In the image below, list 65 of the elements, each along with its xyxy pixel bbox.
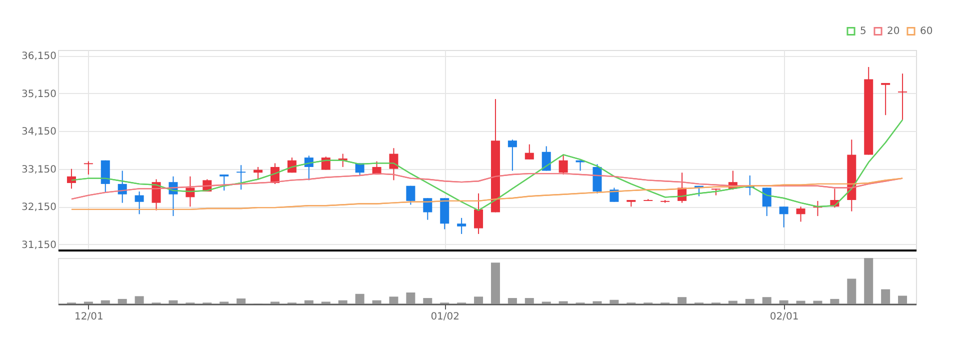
candlestick bbox=[321, 156, 330, 170]
bar bbox=[355, 294, 364, 304]
candlestick bbox=[542, 146, 551, 172]
bar bbox=[881, 289, 890, 304]
x-tick-label: 02/01 bbox=[770, 312, 799, 322]
bar bbox=[745, 298, 754, 304]
candlestick bbox=[84, 160, 93, 176]
candlestick bbox=[779, 206, 788, 228]
candlestick bbox=[236, 164, 246, 190]
bar bbox=[168, 300, 178, 304]
candlestick bbox=[389, 148, 398, 181]
bar bbox=[558, 301, 568, 304]
y-tick-label: 36,150 bbox=[22, 51, 56, 62]
legend-label: 20 bbox=[887, 26, 900, 38]
bar bbox=[338, 300, 348, 304]
bar bbox=[423, 298, 432, 304]
y-tick-label: 32,150 bbox=[22, 202, 56, 214]
candlestick bbox=[610, 187, 619, 202]
bar bbox=[678, 297, 687, 304]
candlestick bbox=[457, 217, 466, 234]
bar bbox=[592, 301, 602, 304]
candlestick bbox=[423, 198, 432, 220]
candlestick bbox=[524, 144, 534, 160]
candlestick bbox=[508, 139, 517, 172]
legend-label: 5 bbox=[860, 26, 866, 38]
bar bbox=[508, 298, 517, 304]
bar bbox=[134, 296, 144, 304]
y-tick-label: 35,150 bbox=[22, 88, 56, 100]
x-tick-label: 01/02 bbox=[430, 312, 460, 322]
candlestick bbox=[100, 160, 110, 193]
y-tick-label: 33,150 bbox=[22, 164, 56, 176]
y-tick-label: 34,150 bbox=[22, 126, 56, 138]
bar bbox=[406, 292, 416, 304]
bar bbox=[236, 298, 246, 304]
candlestick bbox=[558, 154, 568, 176]
bar bbox=[118, 298, 127, 304]
bar bbox=[847, 278, 856, 304]
bar bbox=[100, 300, 110, 304]
bar bbox=[524, 298, 534, 304]
bar bbox=[898, 296, 908, 304]
bar bbox=[610, 300, 619, 304]
candlestick bbox=[881, 82, 890, 116]
bar bbox=[490, 262, 500, 304]
x-tick-label: 12/01 bbox=[74, 312, 104, 322]
bar bbox=[474, 296, 484, 304]
bar bbox=[762, 297, 772, 304]
bar bbox=[389, 296, 398, 304]
bar bbox=[304, 300, 314, 304]
legend-label: 60 bbox=[920, 26, 933, 38]
candlestick bbox=[474, 192, 484, 234]
candlestick bbox=[118, 170, 127, 204]
y-tick-label: 31,150 bbox=[22, 240, 56, 251]
candlestick bbox=[898, 73, 908, 120]
bar bbox=[796, 300, 806, 304]
bar bbox=[813, 300, 822, 304]
candlestick bbox=[762, 187, 772, 217]
bar bbox=[728, 300, 738, 304]
candlestick bbox=[796, 206, 806, 222]
candlestick bbox=[406, 185, 416, 206]
candlestick bbox=[134, 191, 144, 215]
candlestick bbox=[220, 174, 229, 192]
bar bbox=[372, 300, 382, 304]
bar bbox=[779, 300, 788, 304]
bar bbox=[864, 258, 874, 304]
bar bbox=[830, 298, 840, 304]
